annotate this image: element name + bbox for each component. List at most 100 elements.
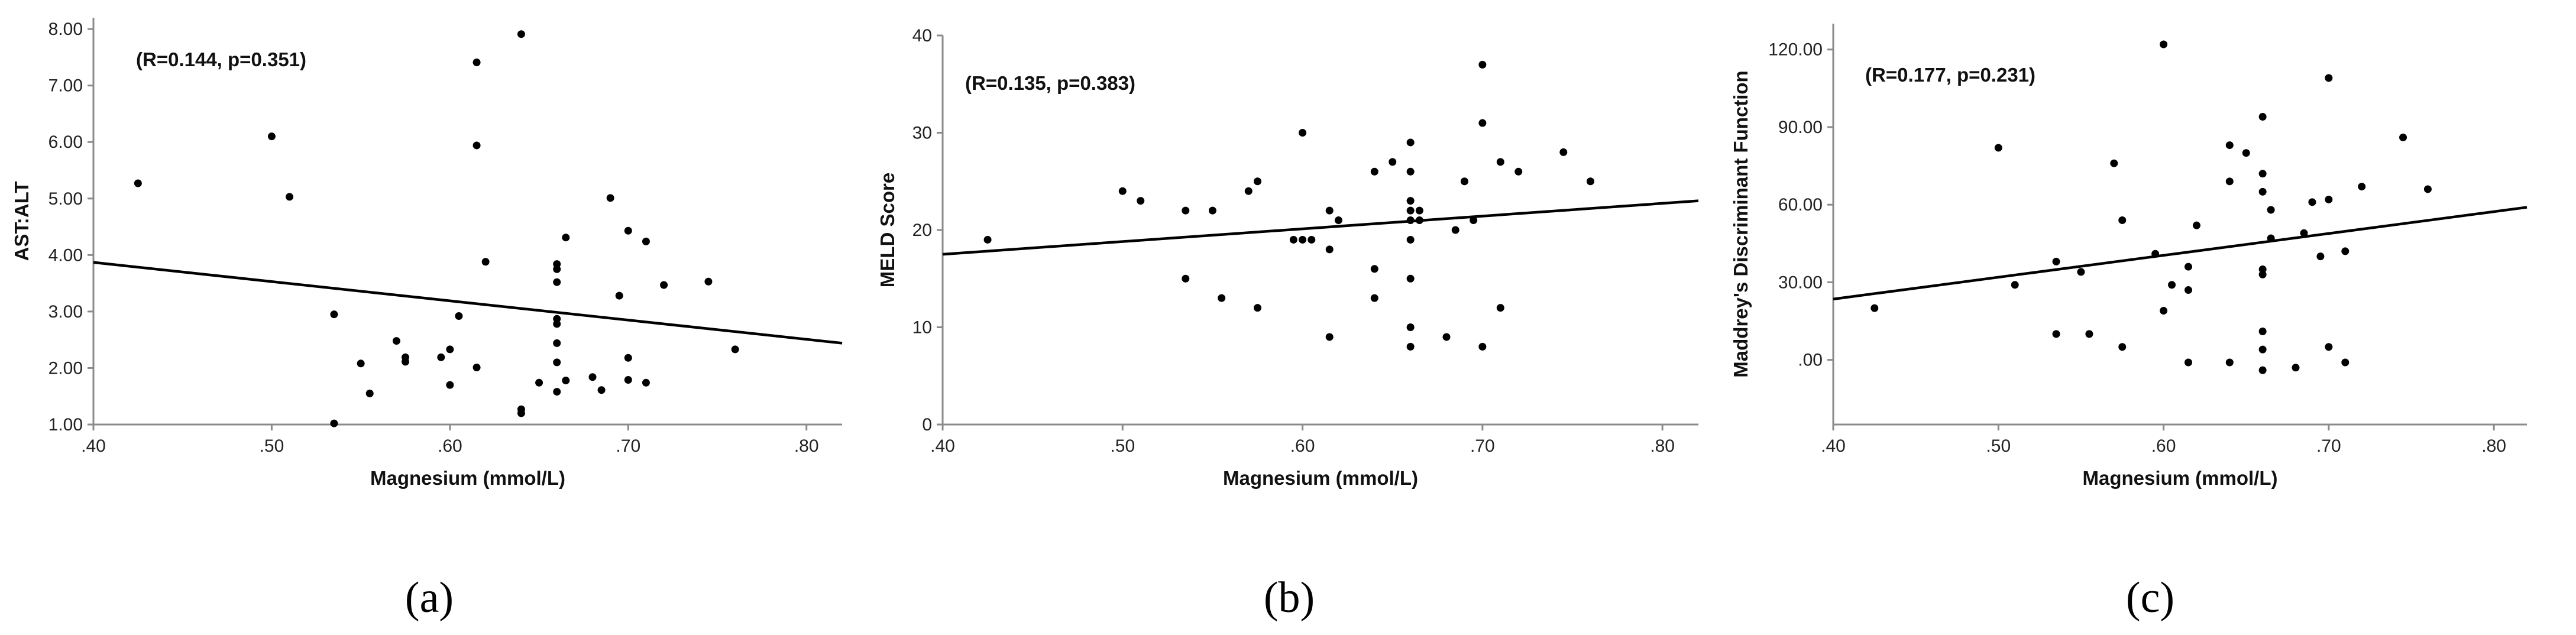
y-axis-title: AST:ALT — [11, 181, 33, 261]
data-point — [2184, 286, 2192, 294]
x-tick-label: .80 — [1650, 436, 1675, 456]
data-point — [267, 132, 276, 141]
x-tick-label: .80 — [794, 436, 819, 456]
data-point — [597, 386, 606, 394]
chart-panel-2: 0 10 20 30 40 .40 .50 .60 .70 .80 Magnesium (mmol/… — [876, 26, 1699, 622]
data-point — [2423, 185, 2432, 193]
data-point — [553, 339, 561, 347]
data-point — [1415, 206, 1423, 215]
data-point — [2077, 268, 2085, 276]
data-point — [1334, 216, 1342, 225]
correlation-annotation: (R=0.177, p=0.231) — [1865, 64, 2035, 86]
y-axis-title: MELD Score — [876, 173, 898, 287]
x-tick-label: .50 — [1986, 436, 2011, 456]
data-point — [286, 193, 294, 201]
y-tick-label: 30.00 — [1778, 273, 1823, 292]
x-tick-label: .70 — [2316, 436, 2341, 456]
data-point — [1299, 235, 1307, 244]
y-tick-label: 3.00 — [48, 302, 83, 322]
regression-line — [93, 261, 843, 345]
data-point — [2325, 343, 2333, 351]
data-point — [2052, 330, 2060, 338]
data-point — [392, 337, 400, 345]
data-point — [1299, 129, 1307, 137]
data-point — [731, 345, 739, 354]
data-point — [2225, 141, 2234, 150]
data-point — [2168, 281, 2176, 289]
data-point — [2118, 343, 2127, 351]
y-tick-label: 6.00 — [48, 132, 83, 152]
data-point — [2242, 149, 2250, 157]
y-tick-label: 1.00 — [48, 415, 83, 435]
data-point — [588, 373, 597, 381]
data-point — [1496, 158, 1504, 166]
data-point — [624, 376, 632, 384]
data-point — [2160, 40, 2168, 48]
data-point — [1370, 167, 1378, 176]
data-point — [1406, 206, 1415, 215]
data-point — [2258, 187, 2267, 196]
panel-label: (a) — [405, 574, 454, 622]
data-point — [1406, 216, 1415, 225]
data-point — [1478, 342, 1487, 351]
data-point — [1442, 333, 1451, 341]
x-tick-label: .70 — [616, 436, 640, 456]
data-point — [2110, 159, 2118, 167]
data-point — [624, 354, 632, 362]
data-point — [2308, 198, 2316, 206]
data-point — [660, 281, 668, 289]
data-point — [2267, 206, 2275, 214]
data-point — [535, 378, 543, 387]
data-point — [2225, 177, 2234, 186]
data-point — [1406, 167, 1415, 176]
data-point — [2325, 74, 2333, 82]
y-tick-label: 10 — [912, 318, 932, 338]
data-point — [2325, 195, 2333, 203]
y-tick-label: 90.00 — [1778, 118, 1823, 137]
x-tick-label: .80 — [2481, 436, 2506, 456]
data-point — [2258, 170, 2267, 178]
data-point — [553, 265, 561, 273]
regression-line — [942, 199, 1699, 256]
data-point — [1308, 235, 1316, 244]
data-point — [1478, 60, 1487, 69]
data-point — [983, 235, 992, 244]
data-point — [1325, 245, 1334, 254]
data-point — [1496, 304, 1504, 312]
chart-panel-3: .00 30.00 60.00 90.00 120.00 .40 .50 .60 .70 .80 M… — [1730, 24, 2528, 622]
data-point — [1254, 177, 1261, 186]
data-point — [1406, 197, 1415, 205]
x-tick-label: .40 — [81, 436, 106, 456]
data-point — [1460, 177, 1468, 186]
data-point — [2225, 358, 2234, 367]
data-point — [473, 363, 481, 371]
data-point — [562, 376, 570, 384]
correlation-annotation: (R=0.135, p=0.383) — [965, 72, 1135, 94]
data-point — [517, 30, 525, 38]
data-point — [473, 141, 481, 150]
data-point — [1559, 148, 1568, 156]
data-point — [1586, 177, 1594, 186]
data-point — [642, 378, 650, 387]
data-point — [446, 345, 454, 354]
y-tick-label: 120.00 — [1768, 40, 1823, 60]
x-tick-label: .60 — [438, 436, 462, 456]
data-point — [553, 358, 561, 367]
data-point — [2160, 307, 2168, 315]
data-point — [704, 277, 713, 286]
panel-label: (b) — [1264, 574, 1315, 622]
data-point — [2192, 221, 2200, 229]
data-point — [2011, 281, 2019, 289]
data-point — [2316, 252, 2325, 261]
y-tick-label: 40 — [912, 26, 932, 46]
data-point — [553, 320, 561, 328]
data-point — [2184, 263, 2192, 271]
y-tick-label: 7.00 — [48, 76, 83, 96]
x-tick-label: .70 — [1470, 436, 1495, 456]
data-point — [2300, 229, 2308, 237]
x-tick-label: .50 — [1110, 436, 1135, 456]
y-tick-label: 30 — [912, 124, 932, 143]
data-point — [134, 179, 142, 187]
y-tick-label: 2.00 — [48, 358, 83, 378]
data-point — [1470, 216, 1478, 225]
